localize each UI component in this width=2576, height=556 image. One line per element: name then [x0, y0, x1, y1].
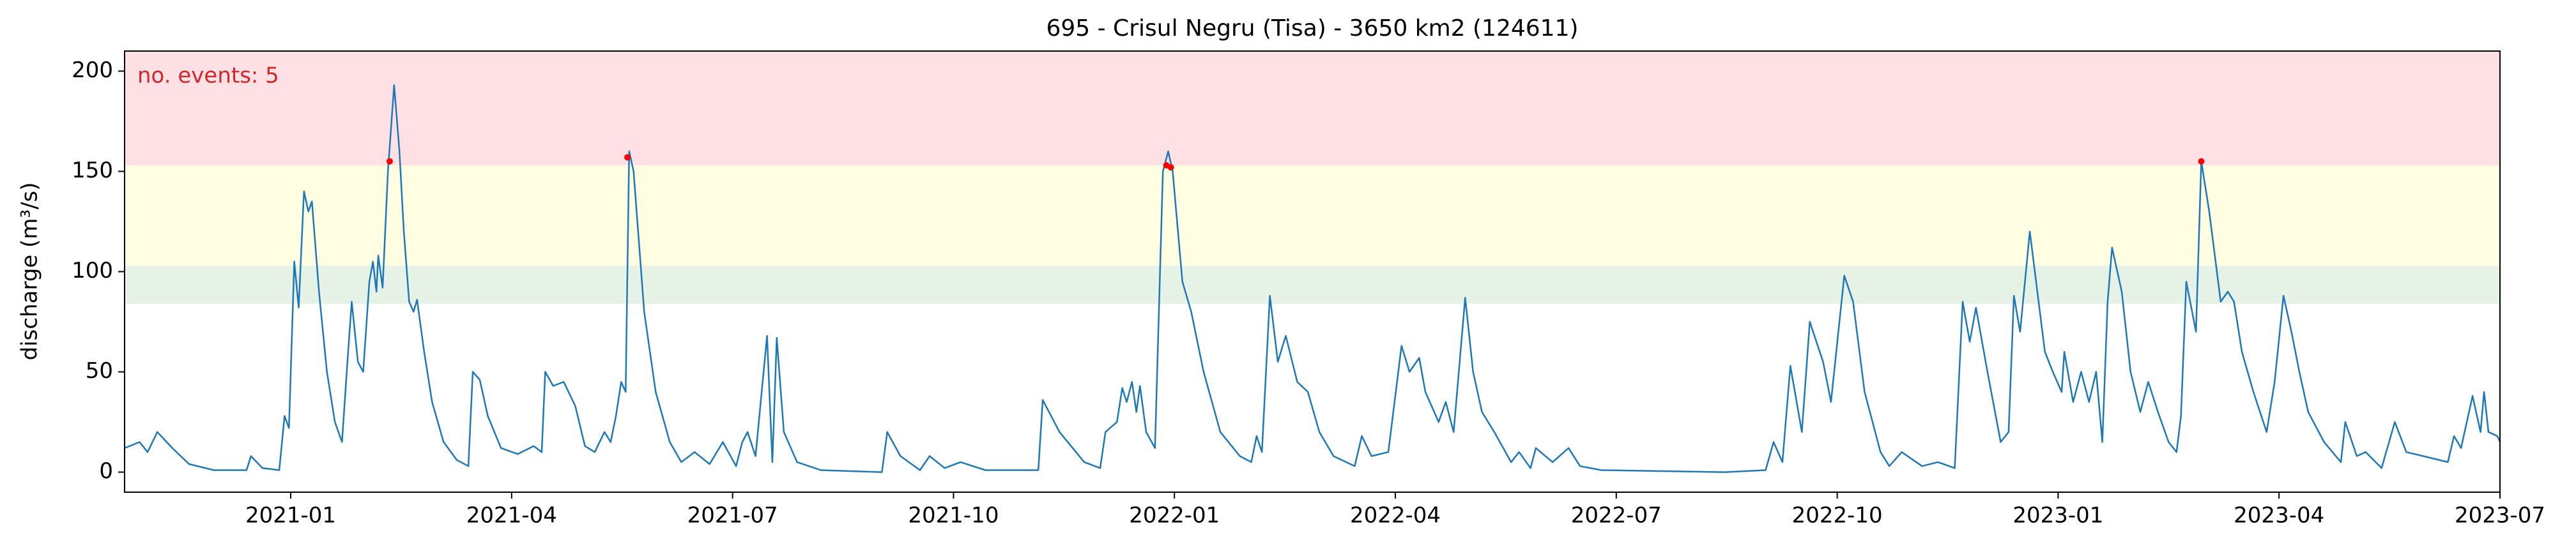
- event-point: [624, 154, 631, 161]
- x-tick-label: 2022-04: [1350, 503, 1441, 529]
- x-tick-label: 2022-10: [1792, 503, 1883, 529]
- x-tick-label: 2023-01: [2012, 503, 2103, 529]
- x-tick-label: 2023-07: [2455, 503, 2545, 529]
- y-tick-label: 0: [99, 458, 113, 484]
- threshold-band: [125, 51, 2500, 166]
- threshold-band: [125, 165, 2500, 266]
- plot-frame: [124, 50, 2501, 493]
- x-tick-label: 2022-07: [1571, 503, 1662, 529]
- events-annotation: no. events: 5: [137, 63, 279, 89]
- x-tick-label: 2021-01: [245, 503, 336, 529]
- x-tick-label: 2021-10: [908, 503, 999, 529]
- y-tick-label: 50: [86, 358, 113, 384]
- y-tick-label: 100: [72, 258, 113, 283]
- y-tick-label: 150: [72, 158, 113, 183]
- y-axis-label: discharge (m³/s): [17, 183, 43, 361]
- threshold-band: [125, 266, 2500, 304]
- x-tick-label: 2023-04: [2234, 503, 2324, 529]
- x-tick-label: 2022-01: [1129, 503, 1220, 529]
- y-tick-label: 200: [72, 57, 113, 83]
- event-point: [2198, 158, 2205, 165]
- chart-title: 695 - Crisul Negru (Tisa) - 3650 km2 (12…: [1046, 15, 1578, 41]
- x-tick-label: 2021-07: [687, 503, 778, 529]
- event-point: [386, 158, 393, 165]
- discharge-line: [124, 84, 2501, 473]
- x-tick-label: 2021-04: [466, 503, 557, 529]
- event-point: [1167, 164, 1174, 171]
